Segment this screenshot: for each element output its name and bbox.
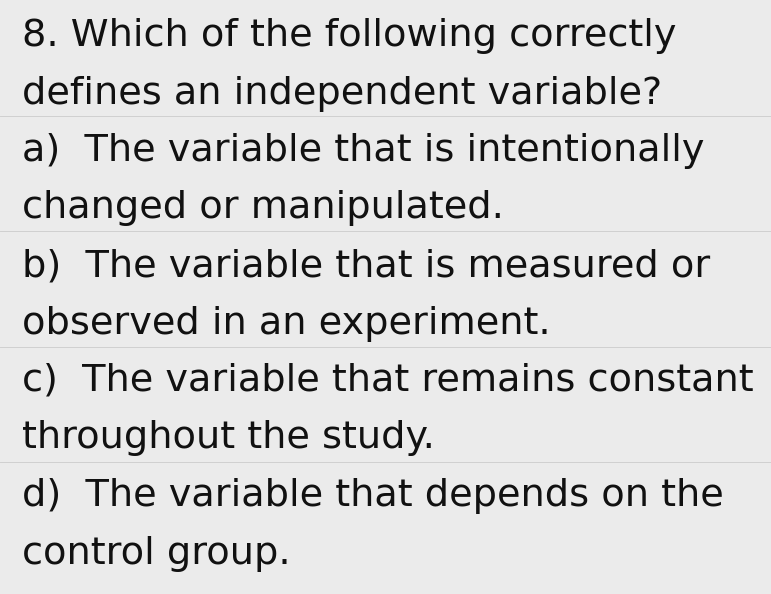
Text: b)  The variable that is measured or: b) The variable that is measured or	[22, 248, 710, 284]
Text: changed or manipulated.: changed or manipulated.	[22, 191, 504, 226]
Text: c)  The variable that remains constant: c) The variable that remains constant	[22, 363, 753, 399]
Text: observed in an experiment.: observed in an experiment.	[22, 305, 550, 342]
Text: control group.: control group.	[22, 536, 291, 571]
Text: throughout the study.: throughout the study.	[22, 421, 435, 457]
Text: d)  The variable that depends on the: d) The variable that depends on the	[22, 478, 724, 514]
Text: a)  The variable that is intentionally: a) The variable that is intentionally	[22, 133, 705, 169]
Text: defines an independent variable?: defines an independent variable?	[22, 75, 662, 112]
Text: 8. Which of the following correctly: 8. Which of the following correctly	[22, 18, 676, 54]
